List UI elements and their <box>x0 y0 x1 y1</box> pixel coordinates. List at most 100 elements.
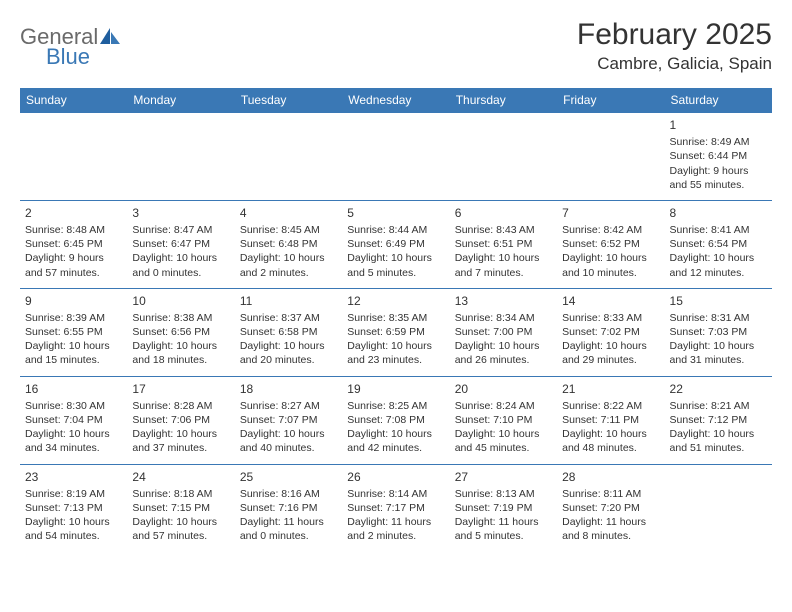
sunset-text: Sunset: 7:08 PM <box>347 413 444 427</box>
calendar-day-cell: 28Sunrise: 8:11 AMSunset: 7:20 PMDayligh… <box>557 464 664 551</box>
day-number: 11 <box>240 293 337 309</box>
sunset-text: Sunset: 7:06 PM <box>132 413 229 427</box>
day-number: 8 <box>670 205 767 221</box>
sunrise-text: Sunrise: 8:11 AM <box>562 487 659 501</box>
daylight-text: and 20 minutes. <box>240 353 337 367</box>
calendar-day-cell <box>127 113 234 201</box>
brand-part2: Blue <box>46 44 90 69</box>
calendar-week-row: 9Sunrise: 8:39 AMSunset: 6:55 PMDaylight… <box>20 288 772 376</box>
day-number: 1 <box>670 117 767 133</box>
day-header: Tuesday <box>235 88 342 113</box>
calendar-day-cell: 25Sunrise: 8:16 AMSunset: 7:16 PMDayligh… <box>235 464 342 551</box>
calendar-day-cell: 7Sunrise: 8:42 AMSunset: 6:52 PMDaylight… <box>557 200 664 288</box>
sunset-text: Sunset: 7:10 PM <box>455 413 552 427</box>
daylight-text: and 18 minutes. <box>132 353 229 367</box>
sunrise-text: Sunrise: 8:22 AM <box>562 399 659 413</box>
sunrise-text: Sunrise: 8:16 AM <box>240 487 337 501</box>
calendar-day-cell: 11Sunrise: 8:37 AMSunset: 6:58 PMDayligh… <box>235 288 342 376</box>
sunrise-text: Sunrise: 8:24 AM <box>455 399 552 413</box>
sunrise-text: Sunrise: 8:27 AM <box>240 399 337 413</box>
daylight-text: Daylight: 11 hours <box>347 515 444 529</box>
calendar-week-row: 2Sunrise: 8:48 AMSunset: 6:45 PMDaylight… <box>20 200 772 288</box>
sunrise-text: Sunrise: 8:45 AM <box>240 223 337 237</box>
daylight-text: and 57 minutes. <box>25 266 122 280</box>
sunrise-text: Sunrise: 8:30 AM <box>25 399 122 413</box>
sunset-text: Sunset: 7:20 PM <box>562 501 659 515</box>
sunrise-text: Sunrise: 8:31 AM <box>670 311 767 325</box>
sunset-text: Sunset: 6:58 PM <box>240 325 337 339</box>
day-number: 16 <box>25 381 122 397</box>
daylight-text: and 37 minutes. <box>132 441 229 455</box>
sunset-text: Sunset: 6:49 PM <box>347 237 444 251</box>
day-number: 14 <box>562 293 659 309</box>
calendar-day-cell: 1Sunrise: 8:49 AMSunset: 6:44 PMDaylight… <box>665 113 772 201</box>
daylight-text: and 45 minutes. <box>455 441 552 455</box>
calendar-day-cell: 3Sunrise: 8:47 AMSunset: 6:47 PMDaylight… <box>127 200 234 288</box>
daylight-text: Daylight: 10 hours <box>132 427 229 441</box>
daylight-text: Daylight: 10 hours <box>25 427 122 441</box>
daylight-text: Daylight: 10 hours <box>670 251 767 265</box>
page-header: General Blue February 2025 Cambre, Galic… <box>20 18 772 76</box>
sunset-text: Sunset: 6:56 PM <box>132 325 229 339</box>
daylight-text: and 0 minutes. <box>132 266 229 280</box>
sunrise-text: Sunrise: 8:39 AM <box>25 311 122 325</box>
daylight-text: Daylight: 10 hours <box>455 251 552 265</box>
day-number: 25 <box>240 469 337 485</box>
daylight-text: and 42 minutes. <box>347 441 444 455</box>
month-title: February 2025 <box>577 18 772 52</box>
sunrise-text: Sunrise: 8:13 AM <box>455 487 552 501</box>
sunset-text: Sunset: 6:59 PM <box>347 325 444 339</box>
sunrise-text: Sunrise: 8:49 AM <box>670 135 767 149</box>
sunset-text: Sunset: 7:11 PM <box>562 413 659 427</box>
calendar-day-cell: 27Sunrise: 8:13 AMSunset: 7:19 PMDayligh… <box>450 464 557 551</box>
calendar-day-cell: 18Sunrise: 8:27 AMSunset: 7:07 PMDayligh… <box>235 376 342 464</box>
calendar-day-cell <box>342 113 449 201</box>
calendar-day-cell <box>235 113 342 201</box>
day-number: 20 <box>455 381 552 397</box>
day-number: 7 <box>562 205 659 221</box>
daylight-text: Daylight: 10 hours <box>25 339 122 353</box>
location-label: Cambre, Galicia, Spain <box>577 54 772 74</box>
sunrise-text: Sunrise: 8:33 AM <box>562 311 659 325</box>
daylight-text: Daylight: 10 hours <box>455 427 552 441</box>
title-block: February 2025 Cambre, Galicia, Spain <box>577 18 772 74</box>
calendar-day-cell: 22Sunrise: 8:21 AMSunset: 7:12 PMDayligh… <box>665 376 772 464</box>
calendar-day-cell: 4Sunrise: 8:45 AMSunset: 6:48 PMDaylight… <box>235 200 342 288</box>
day-header: Thursday <box>450 88 557 113</box>
daylight-text: Daylight: 11 hours <box>240 515 337 529</box>
calendar-day-cell: 12Sunrise: 8:35 AMSunset: 6:59 PMDayligh… <box>342 288 449 376</box>
daylight-text: Daylight: 10 hours <box>347 251 444 265</box>
daylight-text: and 29 minutes. <box>562 353 659 367</box>
daylight-text: and 34 minutes. <box>25 441 122 455</box>
daylight-text: Daylight: 10 hours <box>132 515 229 529</box>
calendar-day-cell: 2Sunrise: 8:48 AMSunset: 6:45 PMDaylight… <box>20 200 127 288</box>
sunset-text: Sunset: 6:47 PM <box>132 237 229 251</box>
day-number: 21 <box>562 381 659 397</box>
daylight-text: and 15 minutes. <box>25 353 122 367</box>
daylight-text: Daylight: 10 hours <box>132 339 229 353</box>
calendar-day-cell <box>20 113 127 201</box>
sunset-text: Sunset: 7:19 PM <box>455 501 552 515</box>
day-header: Wednesday <box>342 88 449 113</box>
sunset-text: Sunset: 6:48 PM <box>240 237 337 251</box>
sunrise-text: Sunrise: 8:21 AM <box>670 399 767 413</box>
day-number: 9 <box>25 293 122 309</box>
day-header: Sunday <box>20 88 127 113</box>
day-number: 15 <box>670 293 767 309</box>
daylight-text: Daylight: 10 hours <box>25 515 122 529</box>
daylight-text: Daylight: 10 hours <box>240 339 337 353</box>
day-number: 6 <box>455 205 552 221</box>
day-number: 19 <box>347 381 444 397</box>
daylight-text: Daylight: 10 hours <box>670 427 767 441</box>
sunrise-text: Sunrise: 8:41 AM <box>670 223 767 237</box>
daylight-text: and 10 minutes. <box>562 266 659 280</box>
sunset-text: Sunset: 6:45 PM <box>25 237 122 251</box>
sunset-text: Sunset: 6:55 PM <box>25 325 122 339</box>
sunrise-text: Sunrise: 8:38 AM <box>132 311 229 325</box>
sunrise-text: Sunrise: 8:35 AM <box>347 311 444 325</box>
daylight-text: and 54 minutes. <box>25 529 122 543</box>
daylight-text: Daylight: 10 hours <box>347 339 444 353</box>
calendar-week-row: 23Sunrise: 8:19 AMSunset: 7:13 PMDayligh… <box>20 464 772 551</box>
calendar-body: 1Sunrise: 8:49 AMSunset: 6:44 PMDaylight… <box>20 113 772 552</box>
daylight-text: Daylight: 10 hours <box>240 251 337 265</box>
